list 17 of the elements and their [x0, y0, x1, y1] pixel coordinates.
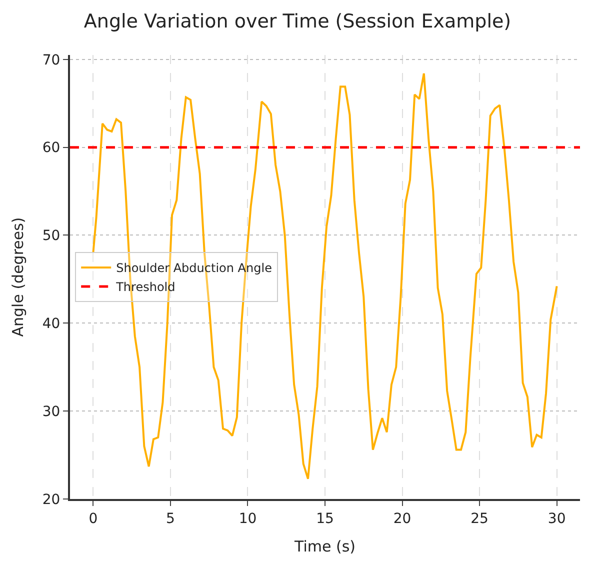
x-tick-label: 10: [238, 510, 257, 527]
y-axis-title: Angle (degrees): [9, 217, 28, 337]
y-tick-label: 70: [42, 52, 60, 68]
x-tick-label: 30: [548, 510, 566, 527]
y-tick-label: 20: [42, 492, 60, 508]
y-tick-label: 40: [42, 316, 60, 332]
y-tick-label: 50: [42, 228, 60, 244]
chart-title: Angle Variation over Time (Session Example): [84, 10, 512, 32]
x-tick-label: 0: [88, 510, 98, 527]
line-series: [92, 72, 558, 480]
x-tick-label: 25: [470, 510, 488, 527]
x-tick-label: 5: [166, 510, 175, 527]
x-tick-label: 15: [316, 510, 334, 527]
x-tick-label: 20: [393, 510, 412, 527]
x-axis-title: Time (s): [294, 537, 356, 556]
y-tick-label: 60: [42, 140, 60, 156]
y-tick-label: 30: [42, 404, 60, 420]
